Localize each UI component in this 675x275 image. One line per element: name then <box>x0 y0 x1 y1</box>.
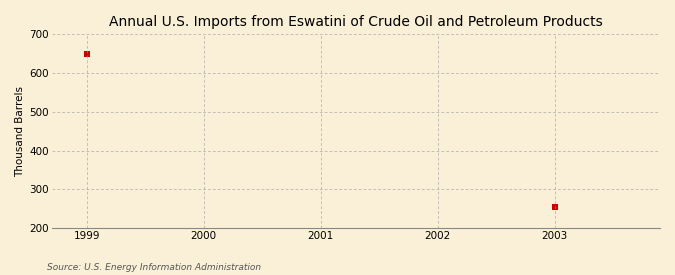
Text: Source: U.S. Energy Information Administration: Source: U.S. Energy Information Administ… <box>47 263 261 272</box>
Title: Annual U.S. Imports from Eswatini of Crude Oil and Petroleum Products: Annual U.S. Imports from Eswatini of Cru… <box>109 15 603 29</box>
Y-axis label: Thousand Barrels: Thousand Barrels <box>15 86 25 177</box>
